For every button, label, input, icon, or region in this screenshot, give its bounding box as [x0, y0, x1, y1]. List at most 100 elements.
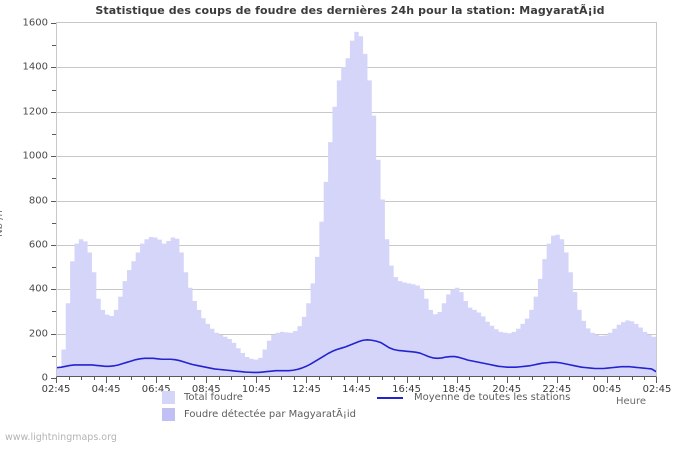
x-axis-tick-minor [419, 377, 421, 380]
x-axis-tick-minor [644, 377, 646, 380]
x-axis-tick-minor [318, 377, 320, 380]
legend-item-moyenne: Moyenne de toutes les stations [377, 391, 570, 404]
y-axis-tick-label: 0 [41, 372, 48, 384]
y-axis-tick-minor [52, 89, 56, 91]
x-axis-tick [56, 377, 57, 383]
chart-legend: Total foudre Foudre détectée par Magyara… [0, 391, 700, 423]
y-axis-tick-minor [52, 267, 56, 269]
x-axis-tick [506, 377, 508, 383]
y-axis-tick-label: 1400 [22, 61, 48, 73]
x-axis-tick [106, 377, 108, 383]
x-axis-tick-label: 00:45 [592, 384, 622, 395]
legend-swatch-dark-icon [162, 408, 175, 421]
x-axis-tick-label: 02:45 [642, 384, 672, 395]
x-axis-tick-minor [394, 377, 396, 380]
x-axis-tick-minor [68, 377, 70, 380]
y-axis-tick [51, 289, 56, 291]
plot-area [56, 22, 657, 377]
x-axis-tick [156, 377, 158, 383]
x-axis-tick-minor [281, 377, 283, 380]
x-axis-tick-minor [93, 377, 95, 380]
y-axis-tick-label: 600 [28, 239, 48, 251]
x-axis-tick-label: 10:45 [241, 384, 271, 395]
y-axis-tick [51, 333, 56, 335]
y-axis-tick [51, 156, 56, 158]
x-axis-tick-label: 18:45 [442, 384, 472, 395]
y-axis-tick-label: 1200 [22, 106, 48, 118]
x-axis-tick [306, 377, 308, 383]
x-axis-tick-minor [118, 377, 120, 380]
legend-label-total-foudre: Total foudre [184, 392, 243, 403]
y-axis-tick-label: 200 [28, 328, 48, 340]
x-axis-tick-label: 14:45 [342, 384, 371, 395]
x-axis-tick-label: 06:45 [141, 384, 171, 395]
y-axis-tick-label: 800 [28, 195, 48, 206]
x-axis-tick-minor [431, 377, 433, 380]
x-axis-tick-minor [131, 377, 133, 380]
x-axis-tick-label: 16:45 [392, 384, 421, 395]
y-axis-tick-minor [52, 311, 56, 313]
series-area-total-foudre [57, 31, 656, 376]
legend-item-total-foudre: Total foudre [162, 391, 243, 404]
x-axis: 02:45 04:45 06:45 08:45 10:45 12:45 14:45 16:45… [42, 377, 671, 399]
chart-title: Statistique des coups de foudre des dern… [95, 4, 605, 17]
series-line-moyenne [57, 339, 656, 374]
x-axis-tick [656, 377, 657, 383]
x-axis-tick-minor [243, 377, 245, 380]
legend-line-blue-icon [377, 396, 403, 399]
legend-swatch-light-icon [162, 391, 175, 404]
x-axis-tick-minor [143, 377, 145, 380]
x-axis-tick-minor [168, 377, 170, 380]
x-axis-tick-minor [231, 377, 233, 380]
y-axis: Nb /h 0 200 400 600 800 1000 1200 1400 1600 [0, 18, 56, 384]
x-axis-tick-minor [444, 377, 446, 380]
y-axis-tick-minor [52, 133, 56, 135]
legend-label-foudre-detectee: Foudre détectée par MagyaratÃ¡id [184, 409, 356, 420]
x-axis-tick-minor [193, 377, 195, 380]
x-axis-tick-minor [469, 377, 471, 380]
plot-inner [57, 23, 656, 376]
x-axis-tick-minor [594, 377, 596, 380]
x-axis-tick-minor [544, 377, 546, 380]
x-axis-tick [556, 377, 558, 383]
x-axis-tick-minor [218, 377, 220, 380]
x-axis-tick [356, 377, 358, 383]
x-axis-tick-minor [81, 377, 83, 380]
x-axis-tick [456, 377, 458, 383]
legend-label-moyenne: Moyenne de toutes les stations [414, 392, 571, 403]
y-axis-tick [51, 67, 56, 69]
x-axis-tick [206, 377, 208, 383]
x-axis-tick-minor [481, 377, 483, 380]
series-canvas [57, 31, 656, 376]
y-axis-tick [51, 23, 56, 24]
x-axis-tick [256, 377, 258, 383]
watermark: www.lightningmaps.org [5, 432, 117, 443]
x-axis-title: Heure [616, 396, 647, 407]
legend-item-foudre-detectee: Foudre détectée par MagyaratÃ¡id [162, 408, 356, 421]
x-axis-tick-minor [381, 377, 383, 380]
x-axis-tick-minor [181, 377, 183, 380]
x-axis-tick-label: 02:45 [41, 384, 71, 395]
y-axis-title: Nb /h [0, 210, 5, 237]
x-axis-tick-minor [531, 377, 533, 380]
y-axis-tick [51, 244, 56, 246]
x-axis-tick-minor [631, 377, 633, 380]
x-axis-tick-minor [519, 377, 521, 380]
x-axis-tick-label: 12:45 [291, 384, 321, 395]
x-axis-tick-minor [331, 377, 333, 380]
x-axis-tick [606, 377, 608, 383]
x-axis-tick-minor [569, 377, 571, 380]
x-axis-tick-label: 20:45 [492, 384, 522, 395]
y-axis-tick-minor [52, 222, 56, 224]
x-axis-tick-minor [581, 377, 583, 380]
x-axis-tick-minor [343, 377, 345, 380]
x-axis-tick [406, 377, 408, 383]
y-axis-tick-minor [52, 45, 56, 47]
y-axis-tick-label: 400 [28, 283, 48, 295]
x-axis-tick-minor [619, 377, 621, 380]
y-axis-tick [51, 200, 56, 202]
y-axis-tick [51, 111, 56, 113]
x-axis-tick-minor [494, 377, 496, 380]
y-axis-tick [51, 378, 56, 379]
